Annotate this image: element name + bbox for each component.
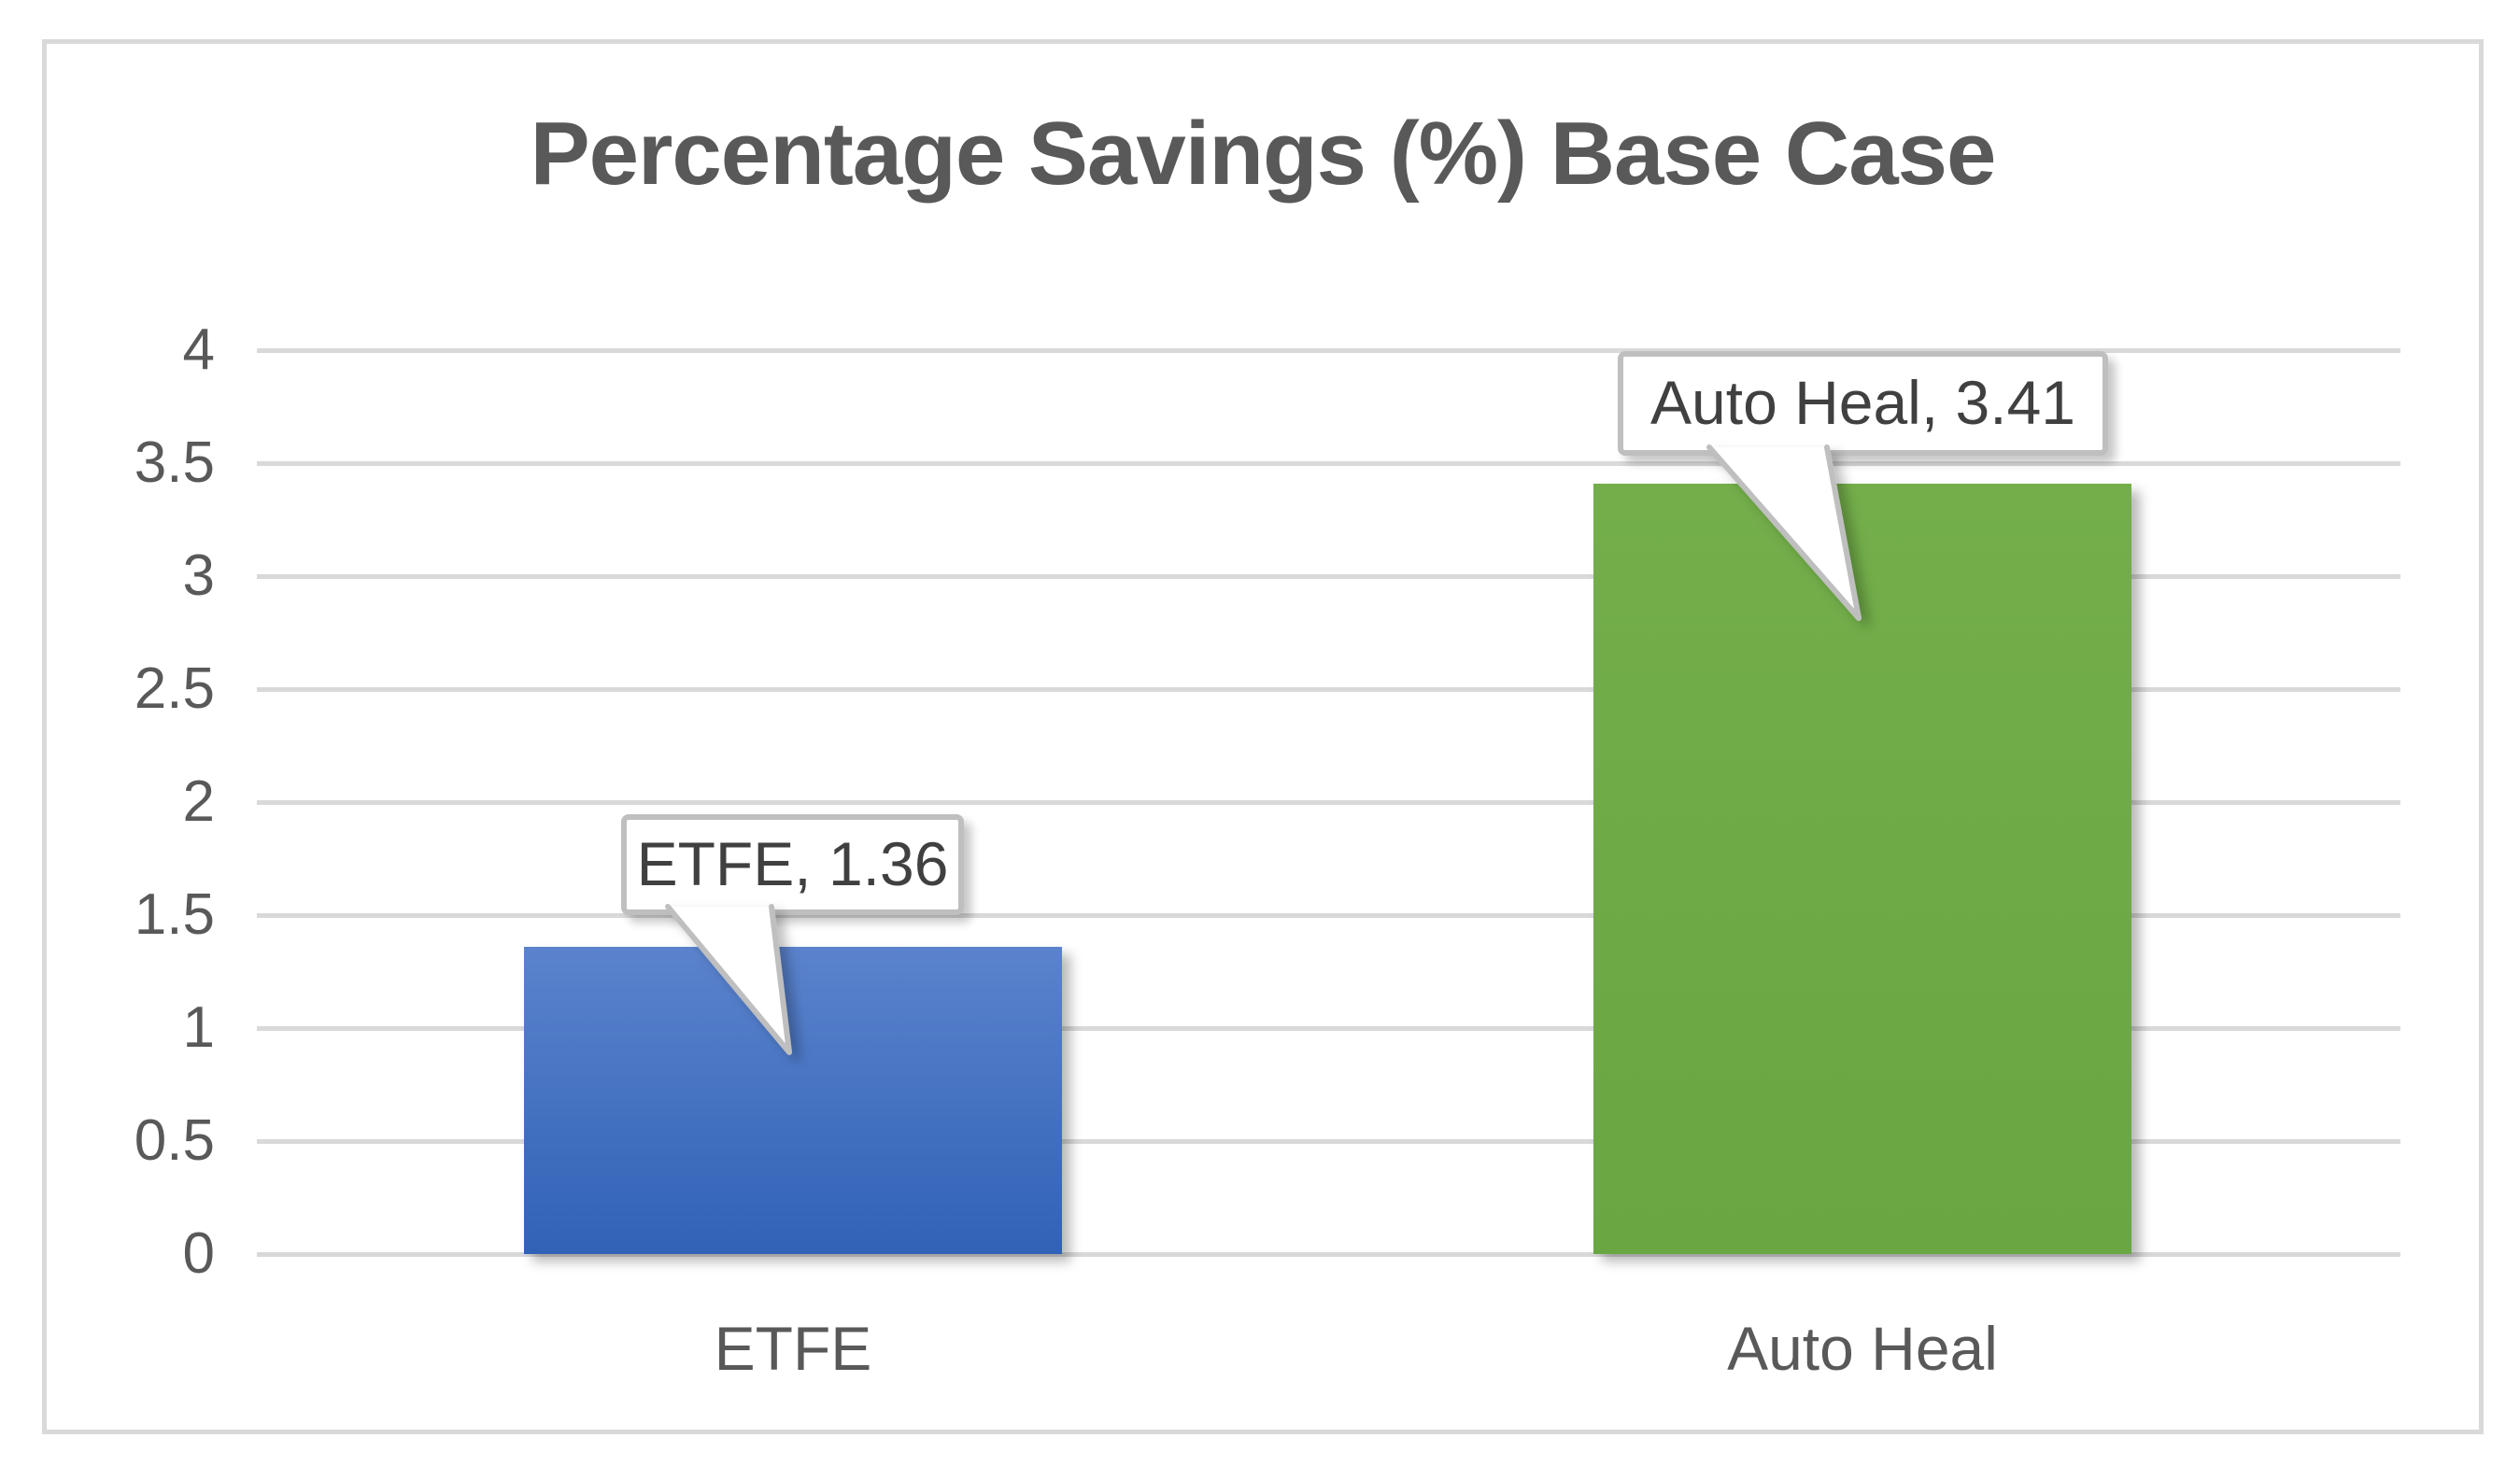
- y-tick-label-0: 0: [182, 1221, 215, 1286]
- gridline-y-1: [257, 1026, 2400, 1031]
- gridline-y-0: [257, 1252, 2400, 1257]
- gridline-y-0.5: [257, 1139, 2400, 1144]
- bar-etfe[interactable]: [524, 946, 1062, 1254]
- y-tick-label-2.5: 2.5: [134, 656, 215, 721]
- gridline-y-4: [257, 348, 2400, 353]
- chart-title[interactable]: Percentage Savings (%) Base Case: [530, 104, 1997, 204]
- category-label-auto-heal: Auto Heal: [1727, 1314, 1998, 1383]
- gridline-y-2: [257, 800, 2400, 805]
- data-label-callout-auto-heal[interactable]: Auto Heal, 3.41: [1618, 351, 2108, 456]
- bar-auto-heal[interactable]: [1593, 483, 2131, 1254]
- gridline-y-3: [257, 574, 2400, 579]
- gridline-y-1.5: [257, 913, 2400, 918]
- gridline-y-3.5: [257, 461, 2400, 466]
- y-tick-label-3.5: 3.5: [134, 430, 215, 495]
- y-tick-label-1.5: 1.5: [134, 882, 215, 947]
- y-tick-label-4: 4: [182, 317, 215, 382]
- y-tick-label-2: 2: [182, 769, 215, 834]
- category-label-etfe: ETFE: [714, 1314, 872, 1383]
- y-tick-label-1: 1: [182, 995, 215, 1060]
- gridline-y-2.5: [257, 687, 2400, 692]
- data-label-callout-etfe[interactable]: ETFE, 1.36: [621, 814, 964, 915]
- y-tick-label-0.5: 0.5: [134, 1108, 215, 1173]
- y-tick-label-3: 3: [182, 543, 215, 608]
